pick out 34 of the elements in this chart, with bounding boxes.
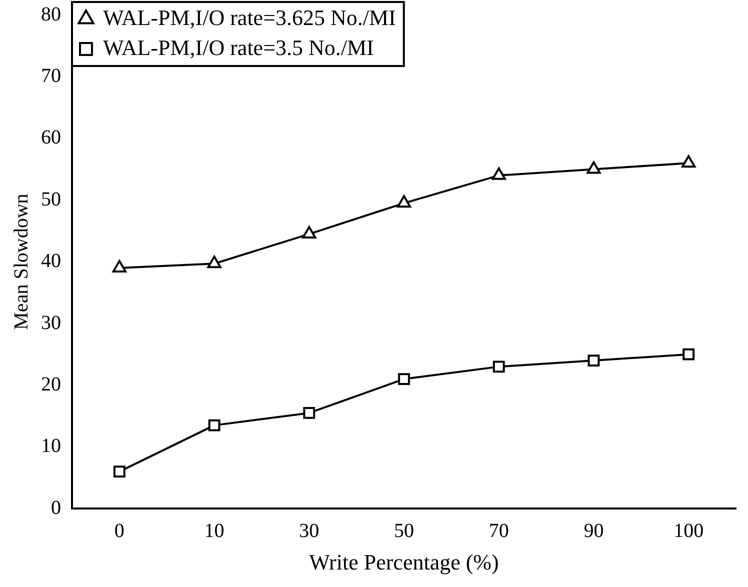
point	[682, 348, 695, 360]
x-tick-label: 50	[394, 520, 414, 542]
point	[303, 407, 316, 419]
legend-label: WAL-PM,I/O rate=3.5 No./MI	[103, 34, 374, 60]
y-tick-label: 50	[41, 188, 61, 210]
y-tick-label: 80	[41, 3, 61, 26]
point	[588, 354, 600, 366]
point	[113, 466, 126, 478]
x-tick-label: 30	[299, 520, 320, 542]
point	[302, 226, 316, 239]
x-tick-label: 100	[674, 520, 704, 542]
x-tick-label: 10	[204, 520, 224, 542]
point	[112, 260, 126, 272]
x-tick-label: 70	[488, 520, 509, 542]
y-tick-label: 10	[41, 435, 61, 458]
point	[492, 360, 505, 373]
y-tick-label: 40	[41, 250, 61, 272]
point	[586, 161, 601, 174]
y-tick-label: 30	[41, 312, 61, 334]
point	[682, 155, 696, 168]
y-tick-label: 20	[41, 373, 61, 396]
point	[492, 167, 506, 180]
x-tick-label: 0	[114, 520, 124, 542]
x-axis-title: Write Percentage (%)	[309, 550, 499, 575]
y-tick-label: 60	[41, 126, 61, 149]
point	[398, 373, 410, 385]
point	[207, 256, 222, 268]
legend-label: WAL-PM,I/O rate=3.625 No./MI	[103, 4, 396, 30]
x-tick-label: 90	[584, 520, 604, 542]
point	[208, 419, 220, 432]
y-axis-title: Mean Slowdown	[10, 194, 32, 330]
y-tick-label: 70	[41, 64, 61, 87]
y-tick-label: 0	[51, 496, 61, 519]
point	[396, 195, 412, 208]
